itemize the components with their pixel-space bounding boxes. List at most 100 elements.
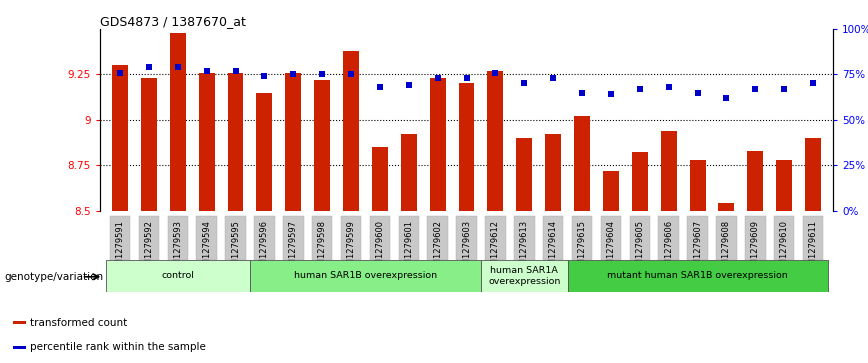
Point — [661, 84, 675, 90]
Bar — [141, 78, 157, 211]
Text: GSM1279605: GSM1279605 — [635, 220, 644, 276]
Bar — [774, 216, 794, 260]
Bar — [112, 65, 128, 211]
Text: GSM1279597: GSM1279597 — [289, 220, 298, 276]
Text: GDS4873 / 1387670_at: GDS4873 / 1387670_at — [100, 15, 246, 28]
Bar — [572, 216, 592, 260]
Text: GSM1279609: GSM1279609 — [751, 220, 760, 276]
Text: GSM1279602: GSM1279602 — [433, 220, 442, 276]
Point — [459, 75, 473, 81]
Text: GSM1279591: GSM1279591 — [115, 220, 124, 276]
Text: GSM1279600: GSM1279600 — [376, 220, 385, 276]
Text: GSM1279604: GSM1279604 — [607, 220, 615, 276]
Text: GSM1279601: GSM1279601 — [404, 220, 413, 276]
Point — [286, 72, 300, 77]
Point — [604, 91, 618, 97]
Point — [113, 70, 127, 76]
Bar — [370, 216, 391, 260]
Point — [517, 81, 531, 86]
Text: mutant human SAR1B overexpression: mutant human SAR1B overexpression — [608, 272, 788, 280]
Bar — [488, 71, 503, 211]
Bar — [661, 131, 677, 211]
Bar — [659, 216, 679, 260]
Bar — [485, 216, 506, 260]
Bar — [283, 216, 304, 260]
Point — [315, 72, 329, 77]
Bar — [514, 216, 535, 260]
Point — [228, 68, 242, 74]
Bar — [574, 116, 590, 211]
Bar — [109, 216, 130, 260]
Bar — [689, 160, 706, 211]
Bar — [632, 152, 648, 211]
Bar — [603, 171, 619, 211]
Bar — [601, 216, 621, 260]
Text: human SAR1A
overexpression: human SAR1A overexpression — [488, 266, 561, 286]
Bar — [341, 216, 361, 260]
Bar — [481, 260, 568, 291]
Point — [373, 84, 387, 90]
Bar — [343, 51, 359, 211]
Bar — [256, 93, 273, 211]
Point — [575, 90, 589, 95]
Bar — [719, 203, 734, 211]
Point — [720, 95, 733, 101]
Text: GSM1279594: GSM1279594 — [202, 220, 211, 276]
Point — [258, 73, 272, 79]
Bar — [12, 346, 26, 349]
Point — [402, 82, 416, 88]
Text: GSM1279606: GSM1279606 — [664, 220, 674, 276]
Text: GSM1279599: GSM1279599 — [346, 220, 356, 276]
Bar — [372, 147, 388, 211]
Bar — [430, 78, 445, 211]
Bar — [170, 33, 186, 211]
Point — [171, 64, 185, 70]
Bar — [199, 73, 214, 211]
Point — [200, 68, 214, 74]
Point — [431, 75, 444, 81]
Bar — [629, 216, 650, 260]
Bar — [286, 73, 301, 211]
Bar — [12, 321, 26, 324]
Bar — [545, 134, 561, 211]
Bar — [227, 73, 244, 211]
Text: GSM1279612: GSM1279612 — [491, 220, 500, 276]
Point — [691, 90, 705, 95]
Text: GSM1279593: GSM1279593 — [174, 220, 182, 276]
Text: control: control — [161, 272, 194, 280]
Bar — [168, 216, 188, 260]
Text: GSM1279598: GSM1279598 — [318, 220, 326, 276]
Text: GSM1279611: GSM1279611 — [809, 220, 818, 276]
Bar — [776, 160, 792, 211]
Point — [806, 81, 820, 86]
Point — [748, 86, 762, 92]
Text: percentile rank within the sample: percentile rank within the sample — [30, 342, 206, 352]
Bar — [312, 216, 332, 260]
Text: GSM1279592: GSM1279592 — [144, 220, 154, 276]
Text: GSM1279595: GSM1279595 — [231, 220, 240, 276]
Point — [489, 70, 503, 76]
Point — [546, 75, 560, 81]
Bar — [458, 83, 475, 211]
Bar — [457, 216, 477, 260]
Bar — [516, 138, 532, 211]
Bar — [745, 216, 766, 260]
Text: genotype/variation: genotype/variation — [4, 272, 103, 282]
Text: GSM1279603: GSM1279603 — [462, 220, 471, 276]
Text: GSM1279614: GSM1279614 — [549, 220, 557, 276]
Text: GSM1279608: GSM1279608 — [722, 220, 731, 276]
Bar — [314, 80, 330, 211]
Bar — [427, 216, 448, 260]
Point — [142, 64, 156, 70]
Bar — [687, 216, 707, 260]
Bar — [139, 216, 159, 260]
Point — [777, 86, 791, 92]
Text: GSM1279596: GSM1279596 — [260, 220, 269, 276]
Text: human SAR1B overexpression: human SAR1B overexpression — [294, 272, 437, 280]
Bar — [250, 260, 481, 291]
Bar — [542, 216, 563, 260]
Bar — [226, 216, 246, 260]
Bar — [568, 260, 827, 291]
Bar — [401, 134, 417, 211]
Bar — [398, 216, 419, 260]
